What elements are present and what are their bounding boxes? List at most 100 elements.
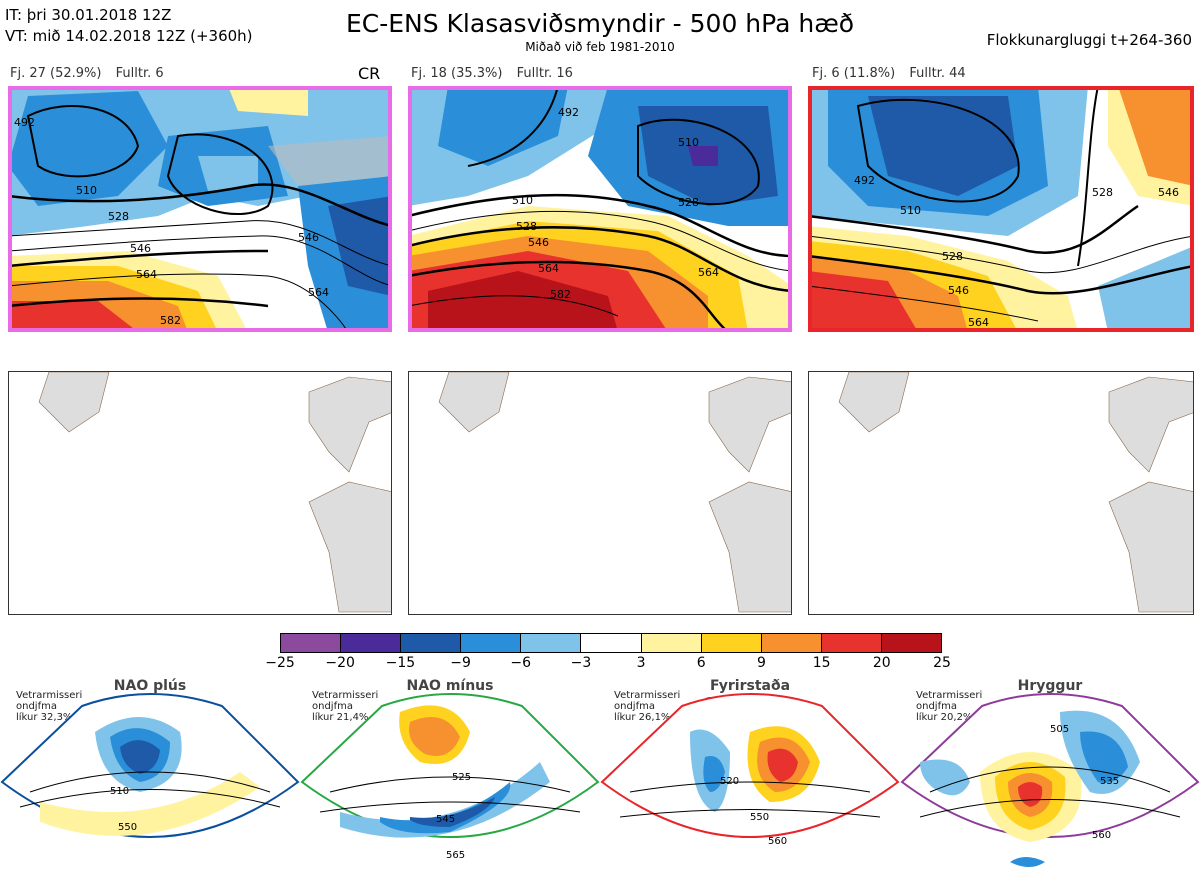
- regime-contour-label: 560: [1092, 830, 1111, 841]
- empty-map-3[interactable]: [808, 371, 1194, 615]
- colorbar-tick-label: −6: [510, 655, 532, 671]
- regime-contour-label: 565: [446, 850, 465, 861]
- cluster-2-label: Fj. 18 (35.3%) Fulltr. 16: [411, 66, 583, 81]
- contour-label: 528: [108, 210, 129, 223]
- regime-contour-label: 505: [1050, 724, 1069, 735]
- regime-contour-label: 525: [452, 772, 471, 783]
- regime-contour-label: 550: [118, 822, 137, 833]
- regime-title: Fyrirstaða: [709, 678, 791, 694]
- regime-contour-label: 560: [768, 836, 787, 847]
- contour-label: 528: [1092, 186, 1113, 199]
- regime-contour-label: 545: [436, 814, 455, 825]
- contour-label: 546: [528, 236, 549, 249]
- cluster-1-label: Fj. 27 (52.9%) Fulltr. 6: [10, 66, 174, 81]
- colorbar-tick-label: −9: [450, 655, 471, 671]
- colorbar-ticks: −25 −20 −15 −9 −6 −3 3 6 9 15 20 25: [265, 655, 951, 675]
- cluster-3-label: Fj. 6 (11.8%) Fulltr. 44: [812, 66, 976, 81]
- contour-label: 546: [1158, 186, 1179, 199]
- colorbar-segment: [701, 634, 762, 652]
- regime-note: Vetrarmisseri ondjfma líkur 26,1%: [614, 690, 681, 723]
- contour-label: 582: [160, 314, 181, 327]
- colorbar-tick-label: 9: [756, 655, 766, 671]
- cluster-3-fraction: Fj. 6 (11.8%): [812, 66, 896, 81]
- contour-label: 510: [76, 184, 97, 197]
- colorbar-tick-label: 3: [636, 655, 646, 671]
- regime-map: 505 535 560: [900, 693, 1200, 867]
- contour-label: 546: [948, 284, 969, 297]
- contour-label: 564: [308, 286, 329, 299]
- regime-note: Vetrarmisseri ondjfma líkur 21,4%: [312, 690, 379, 723]
- contour-label: 528: [678, 196, 699, 209]
- colorbar-segment: [581, 634, 642, 652]
- contour-label: 564: [968, 316, 989, 329]
- regime-title: NAO plús: [113, 678, 187, 694]
- colorbar-tick-label: −15: [385, 655, 416, 671]
- contour-label: 582: [550, 288, 571, 301]
- colorbar-segment: [521, 634, 582, 652]
- cluster-2-anomaly-field: 510 528 546 564 582 528 564 492 510: [408, 86, 792, 332]
- contour-label: 492: [854, 174, 875, 187]
- colorbar-segment: [341, 634, 402, 652]
- cluster-3-map[interactable]: 492 510 528 546 564 528 546: [808, 86, 1194, 332]
- regime-note: Vetrarmisseri ondjfma líkur 20,2%: [916, 690, 983, 723]
- regime-title: Hryggur: [1017, 678, 1083, 694]
- regime-map: 510 550: [0, 693, 300, 838]
- contour-label: 510: [678, 136, 699, 149]
- contour-label: 510: [512, 194, 533, 207]
- regime-contour-label: 510: [110, 786, 129, 797]
- cluster-1-map[interactable]: 510 528 546 564 582 546 564 492: [8, 86, 392, 332]
- cluster-2-map[interactable]: 510 528 546 564 582 528 564 492 510: [408, 86, 792, 332]
- cluster-1-fraction: Fj. 27 (52.9%): [10, 66, 102, 81]
- contour-label: 510: [900, 204, 921, 217]
- contour-label: 564: [136, 268, 157, 281]
- colorbar-tick-label: −25: [265, 655, 295, 671]
- contour-label: 564: [538, 262, 559, 275]
- regime-nao-minus[interactable]: NAO mínus Vetrarmisseri ondjfma líkur 21,4…: [300, 678, 600, 871]
- contour-label: 564: [698, 266, 719, 279]
- land-outline: [838, 372, 1193, 613]
- contour-label: 528: [516, 220, 537, 233]
- cluster-2-fraction: Fj. 18 (35.3%): [411, 66, 503, 81]
- colorbar-segment: [821, 634, 882, 652]
- cluster-2-representative: Fulltr. 16: [516, 66, 573, 81]
- regime-ridge[interactable]: Hryggur Vetrarmisseri ondjfma líkur 20,2% …: [900, 678, 1200, 871]
- initial-time: IT: þri 30.01.2018 12Z: [5, 6, 172, 24]
- empty-map-1[interactable]: [8, 371, 392, 615]
- page-title: EC-ENS Klasasviðsmyndir - 500 hPa hæð: [345, 9, 855, 38]
- contour-label: 528: [942, 250, 963, 263]
- cluster-3-representative: Fulltr. 44: [909, 66, 966, 81]
- regime-nao-plus[interactable]: NAO plús Vetrarmisseri ondjfma líkur 32,3%…: [0, 678, 300, 871]
- colorbar-tick-label: 20: [872, 655, 891, 671]
- regime-contour-label: 535: [1100, 776, 1119, 787]
- regime-contour-label: 550: [750, 812, 769, 823]
- cluster-1-anomaly-field: 510 528 546 564 582 546 564 492: [8, 86, 392, 332]
- colorbar-tick-label: −20: [325, 655, 355, 671]
- contour-label: 492: [14, 116, 35, 129]
- colorbar-tick-label: 25: [933, 655, 951, 671]
- land-outline: [438, 372, 791, 613]
- page-subtitle: Miðað við feb 1981-2010: [525, 40, 675, 54]
- cluster-3-anomaly-field: 492 510 528 546 564 528 546: [808, 86, 1194, 332]
- colorbar-segment: [881, 634, 942, 652]
- land-outline: [38, 372, 391, 613]
- regime-blocking[interactable]: Fyrirstaða Vetrarmisseri ondjfma líkur 26,…: [600, 678, 900, 871]
- colorbar-segment: [761, 634, 822, 652]
- classification-window: Flokkunargluggi t+264-360: [986, 31, 1192, 49]
- header-times: IT: þri 30.01.2018 12Z VT: mið 14.02.201…: [5, 5, 253, 47]
- empty-map-2[interactable]: [408, 371, 792, 615]
- contour-label: 492: [558, 106, 579, 119]
- colorbar-segment: [461, 634, 522, 652]
- valid-time: VT: mið 14.02.2018 12Z (+360h): [5, 27, 253, 45]
- regime-map: 520 550 560: [600, 693, 900, 847]
- colorbar-segment: [401, 634, 462, 652]
- regime-contour-label: 520: [720, 776, 739, 787]
- colorbar-segment: [281, 634, 342, 652]
- colorbar-tick-label: 6: [696, 655, 706, 671]
- anomaly-colorbar: [280, 633, 942, 653]
- contour-label: 546: [298, 231, 319, 244]
- colorbar-tick-label: −3: [570, 655, 592, 671]
- regime-title: NAO mínus: [406, 678, 494, 694]
- colorbar-tick-label: 15: [812, 655, 831, 671]
- regime-map: 525 545 565: [300, 693, 600, 861]
- cluster-1-representative: Fulltr. 6: [115, 66, 164, 81]
